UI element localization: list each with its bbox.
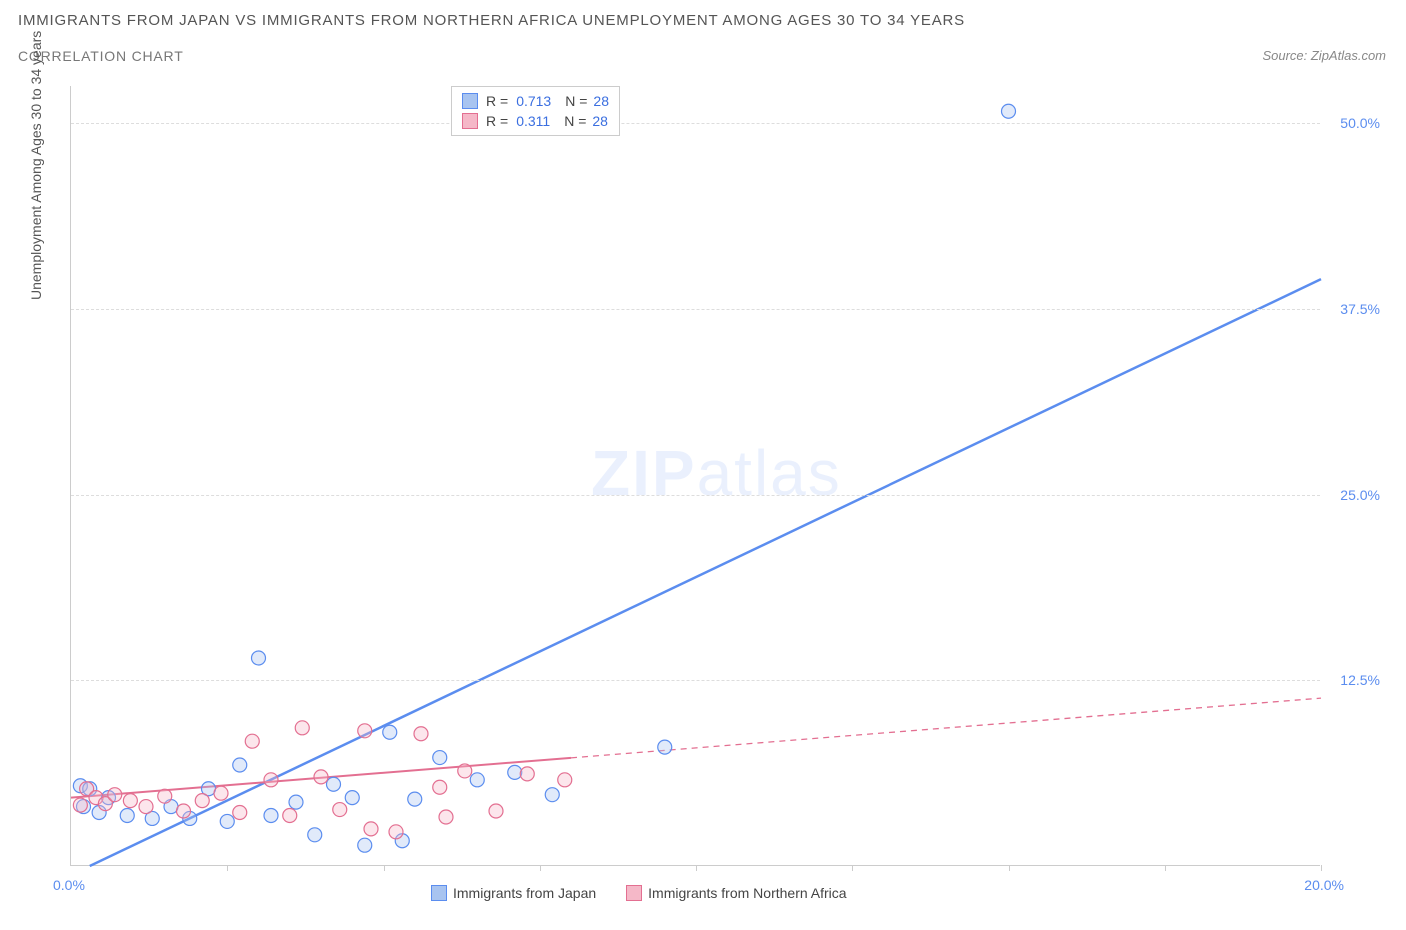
data-point [358,838,372,852]
source-label: Source: ZipAtlas.com [1262,48,1386,63]
legend-item: Immigrants from Japan [431,885,596,901]
gridline [71,680,1320,681]
y-tick-label: 12.5% [1340,672,1380,688]
data-point [220,814,234,828]
data-point [558,773,572,787]
data-point [508,765,522,779]
data-point [177,804,191,818]
stats-legend-row: R = 0.713 N = 28 [462,91,609,111]
chart-svg [71,86,1320,865]
chart-area: ZIPatlas R =0.713N =28R =0.311N =28 0.0%… [70,86,1320,866]
data-point [264,773,278,787]
stat-n-label: N = [565,93,587,109]
data-point [264,808,278,822]
legend-swatch [462,93,478,109]
data-point [214,786,228,800]
x-tick [384,865,385,871]
data-point [289,795,303,809]
data-point [470,773,484,787]
x-axis-min-label: 0.0% [53,877,85,893]
data-point [345,791,359,805]
page-title: IMMIGRANTS FROM JAPAN VS IMMIGRANTS FROM… [18,12,965,29]
y-axis-label: Unemployment Among Ages 30 to 34 years [28,31,44,300]
stats-legend: R = 0.713 N = 28 R = 0.311 N = 28 [451,86,620,136]
x-tick [540,865,541,871]
data-point [73,798,87,812]
data-point [233,806,247,820]
legend-swatch [626,885,642,901]
x-tick [696,865,697,871]
data-point [123,794,137,808]
x-tick [1165,865,1166,871]
x-tick [1009,865,1010,871]
data-point [245,734,259,748]
series-legend: Immigrants from Japan Immigrants from Nor… [431,885,847,901]
x-tick [227,865,228,871]
x-axis-max-label: 20.0% [1304,877,1344,893]
data-point [195,794,209,808]
trend-line-extrapolated [571,698,1321,758]
data-point [308,828,322,842]
data-point [333,803,347,817]
stats-legend-row: R = 0.311 N = 28 [462,111,609,131]
stat-n-value: 28 [592,113,608,129]
data-point [408,792,422,806]
legend-item: Immigrants from Northern Africa [626,885,846,901]
data-point [108,788,122,802]
stat-n-label: N = [564,113,586,129]
data-point [120,808,134,822]
legend-label: Immigrants from Japan [453,885,596,901]
stat-n-value: 28 [593,93,609,109]
x-tick [852,865,853,871]
stat-r-value: 0.713 [516,93,551,109]
data-point [1002,104,1016,118]
data-point [439,810,453,824]
data-point [658,740,672,754]
data-point [358,724,372,738]
data-point [233,758,247,772]
y-tick-label: 37.5% [1340,301,1380,317]
data-point [158,789,172,803]
legend-swatch [431,885,447,901]
data-point [414,727,428,741]
data-point [252,651,266,665]
data-point [489,804,503,818]
gridline [71,495,1320,496]
gridline [71,309,1320,310]
data-point [545,788,559,802]
data-point [314,770,328,784]
data-point [364,822,378,836]
y-tick-label: 25.0% [1340,487,1380,503]
y-tick-label: 50.0% [1340,115,1380,131]
stat-r-label: R = [486,113,508,129]
data-point [389,825,403,839]
x-tick [1321,865,1322,871]
stat-r-label: R = [486,93,508,109]
data-point [433,780,447,794]
data-point [458,764,472,778]
data-point [383,725,397,739]
data-point [283,808,297,822]
legend-swatch [462,113,478,129]
data-point [433,751,447,765]
gridline [71,123,1320,124]
stat-r-value: 0.311 [516,113,550,129]
data-point [295,721,309,735]
data-point [139,800,153,814]
data-point [520,767,534,781]
data-point [327,777,341,791]
legend-label: Immigrants from Northern Africa [648,885,846,901]
